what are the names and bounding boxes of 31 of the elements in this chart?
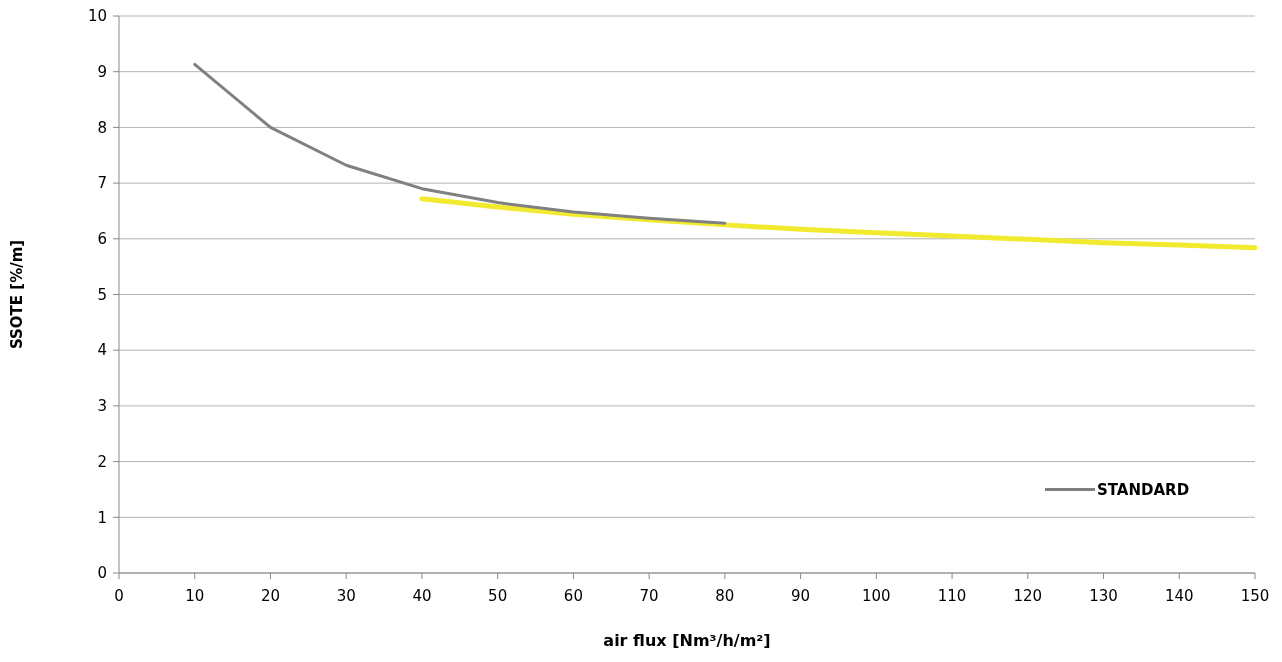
x-tick-label: 50 [488,587,508,605]
y-axis-title: SSOTE [%/m] [8,239,26,350]
y-tick-label: 7 [97,174,107,193]
y-tick-label: 9 [97,62,107,81]
x-tick-label: 0 [114,587,124,605]
x-tick-label: 40 [412,587,432,605]
y-tick-label: 6 [97,230,107,249]
x-tick-label: 10 [185,587,205,605]
y-tick-label: 8 [97,118,107,137]
x-tick-label: 20 [260,587,281,605]
x-tick-label: 130 [1089,587,1118,605]
x-tick-label: 80 [715,587,735,605]
y-tick-label: 1 [97,508,107,527]
x-tick-label: 30 [336,587,356,605]
y-tick-label: 2 [97,452,107,471]
x-tick-label: 140 [1164,587,1194,605]
y-tick-label: 5 [97,285,107,304]
x-tick-label: 100 [862,587,891,605]
x-axis-title: air flux [Nm³/h/m²] [603,631,771,650]
y-tick-label: 3 [97,397,107,416]
x-tick-label: 60 [563,587,583,605]
y-tick-label: 0 [97,564,107,583]
y-tick-label: 4 [97,341,107,360]
x-tick-label: 90 [791,587,811,605]
x-tick-label: 110 [937,587,967,605]
x-tick-label: 120 [1013,587,1043,605]
x-tick-label: 150 [1240,587,1270,605]
legend-label: STANDARD [1097,480,1190,499]
line-series [193,62,727,225]
x-tick-label: 70 [639,587,659,605]
y-tick-label: 10 [87,7,107,26]
